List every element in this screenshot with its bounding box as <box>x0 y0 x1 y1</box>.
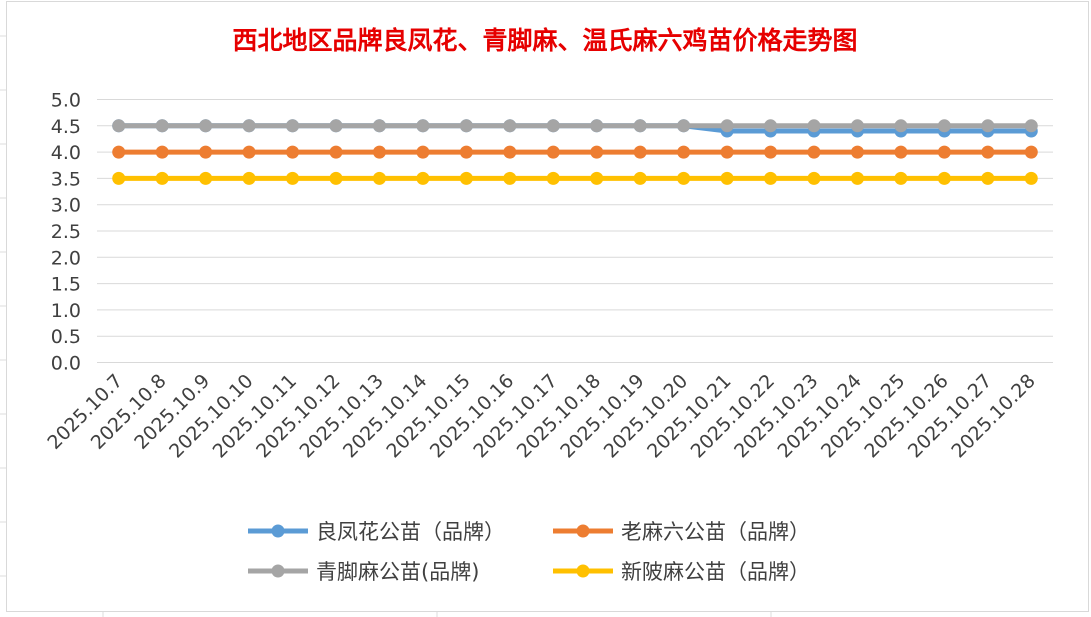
data-point <box>329 119 343 133</box>
data-point <box>937 119 951 133</box>
y-tick-label: 4.0 <box>51 142 81 164</box>
data-point <box>372 119 386 133</box>
data-point <box>242 171 256 185</box>
legend: 良凤花公苗（品牌） 老麻六公苗（品牌） 青脚麻公苗(品牌) 新陂麻公苗（品牌） <box>248 520 810 584</box>
data-point <box>850 119 864 133</box>
data-point <box>459 119 473 133</box>
data-point <box>633 145 647 159</box>
y-tick-label: 0.5 <box>51 326 81 348</box>
legend-item: 新陂麻公苗（品牌） <box>553 560 810 584</box>
data-point <box>720 171 734 185</box>
data-point <box>112 145 126 159</box>
data-point <box>112 171 126 185</box>
legend-label: 青脚麻公苗(品牌) <box>316 560 479 584</box>
y-tick-label: 5.0 <box>51 90 81 112</box>
chart-area <box>6 1 1089 612</box>
data-point <box>199 119 213 133</box>
y-tick-label: 2.0 <box>51 247 81 269</box>
data-point <box>372 145 386 159</box>
y-tick-label: 0.0 <box>51 353 81 375</box>
data-point <box>416 171 430 185</box>
data-point <box>242 119 256 133</box>
data-point <box>286 119 300 133</box>
legend-swatch-marker <box>271 564 285 578</box>
data-point <box>1024 145 1038 159</box>
data-point <box>416 119 430 133</box>
y-tick-label: 1.5 <box>51 274 81 296</box>
data-point <box>981 171 995 185</box>
data-point <box>1024 119 1038 133</box>
series-lines <box>112 119 1038 185</box>
data-point <box>503 145 517 159</box>
data-point <box>199 145 213 159</box>
data-point <box>416 145 430 159</box>
data-point <box>764 119 778 133</box>
data-point <box>807 145 821 159</box>
data-point <box>459 145 473 159</box>
data-point <box>286 145 300 159</box>
y-tick-label: 3.0 <box>51 195 81 217</box>
data-point <box>633 171 647 185</box>
data-point <box>850 145 864 159</box>
legend-swatch-marker <box>576 564 590 578</box>
data-point <box>155 171 169 185</box>
legend-item: 良凤花公苗（品牌） <box>248 520 505 544</box>
data-point <box>546 119 560 133</box>
data-point <box>1024 171 1038 185</box>
data-point <box>894 145 908 159</box>
data-point <box>112 119 126 133</box>
data-point <box>590 171 604 185</box>
chart-title: 西北地区品牌良凤花、青脚麻、温氏麻六鸡苗价格走势图 <box>232 26 857 55</box>
legend-label: 老麻六公苗（品牌） <box>621 520 810 544</box>
legend-item: 青脚麻公苗(品牌) <box>248 560 479 584</box>
y-tick-label: 4.5 <box>51 116 81 138</box>
data-point <box>286 171 300 185</box>
series-3 <box>112 171 1038 185</box>
data-point <box>503 119 517 133</box>
legend-label: 良凤花公苗（品牌） <box>316 520 505 544</box>
data-point <box>720 145 734 159</box>
data-point <box>894 171 908 185</box>
y-tick-label: 3.5 <box>51 168 81 190</box>
y-axis-ticks: 0.0 0.5 1.0 1.5 2.0 2.5 3.0 3.5 4.0 4.5 5.0 <box>51 90 81 375</box>
data-point <box>372 171 386 185</box>
data-point <box>720 119 734 133</box>
data-point <box>981 145 995 159</box>
data-point <box>677 145 691 159</box>
data-point <box>503 171 517 185</box>
data-point <box>155 119 169 133</box>
data-point <box>937 171 951 185</box>
y-tick-label: 2.5 <box>51 221 81 243</box>
data-point <box>329 171 343 185</box>
data-point <box>633 119 647 133</box>
data-point <box>850 171 864 185</box>
data-point <box>764 171 778 185</box>
data-point <box>937 145 951 159</box>
y-tick-label: 1.0 <box>51 300 81 322</box>
data-point <box>242 145 256 159</box>
data-point <box>546 145 560 159</box>
legend-label: 新陂麻公苗（品牌） <box>621 560 810 584</box>
spreadsheet-gridlines <box>0 35 772 617</box>
data-point <box>807 171 821 185</box>
data-point <box>459 171 473 185</box>
legend-item: 老麻六公苗（品牌） <box>553 520 810 544</box>
data-point <box>764 145 778 159</box>
data-point <box>199 171 213 185</box>
data-point <box>894 119 908 133</box>
data-point <box>677 171 691 185</box>
data-point <box>155 145 169 159</box>
series-1 <box>112 145 1038 159</box>
data-point <box>981 119 995 133</box>
data-point <box>546 171 560 185</box>
data-point <box>677 119 691 133</box>
data-point <box>329 145 343 159</box>
series-2 <box>112 119 1038 133</box>
data-point <box>807 119 821 133</box>
data-point <box>590 145 604 159</box>
legend-swatch-marker <box>271 524 285 538</box>
legend-swatch-marker <box>576 524 590 538</box>
data-point <box>590 119 604 133</box>
